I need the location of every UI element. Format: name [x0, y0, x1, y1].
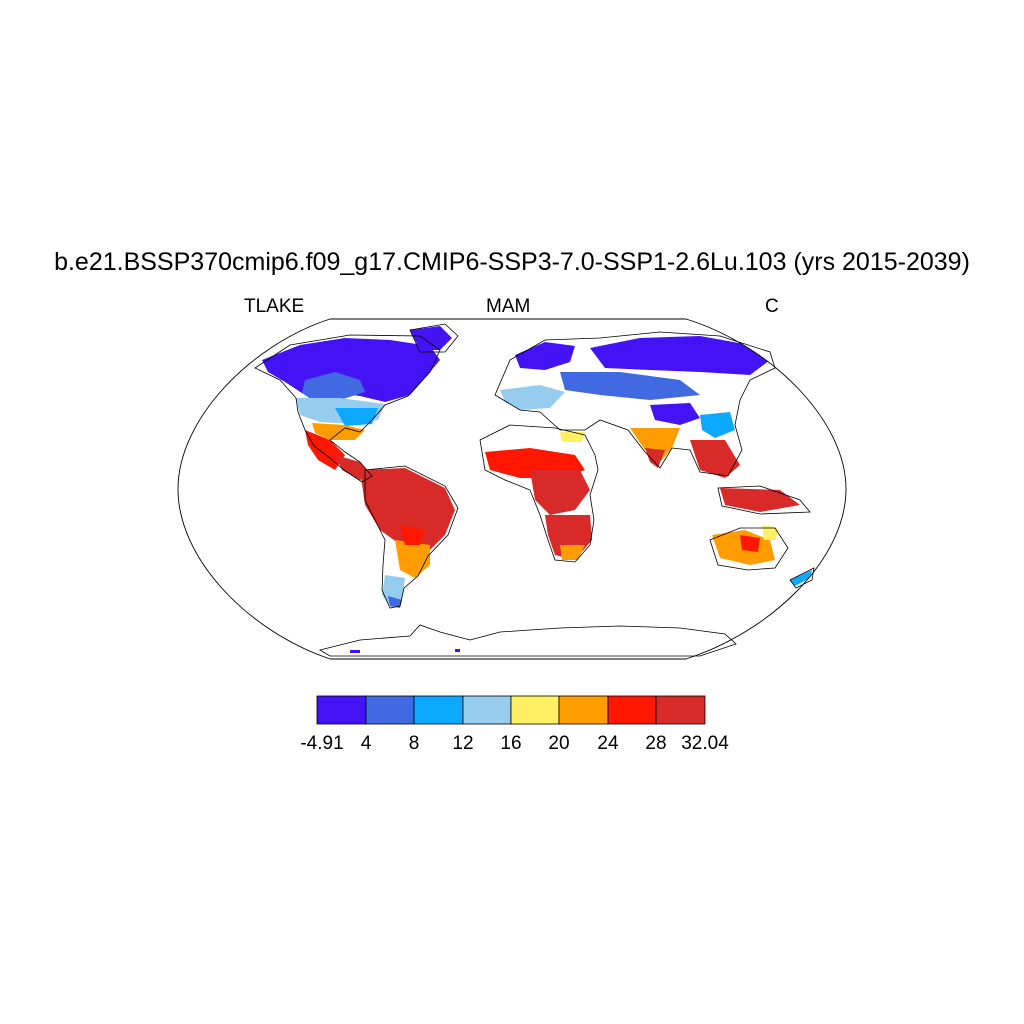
coast-indonesia — [717, 485, 811, 515]
colorbar-box-5 — [510, 695, 560, 725]
field-sa-red — [400, 525, 425, 545]
colorbar-box-4 — [462, 695, 512, 725]
map-border — [177, 318, 847, 660]
field-india — [630, 428, 680, 462]
field-europe — [500, 385, 565, 410]
field-antarctic-speck-1 — [350, 650, 360, 653]
coastlines — [254, 323, 815, 657]
field-indonesia — [720, 488, 800, 512]
field-new-zealand — [790, 570, 812, 586]
plot-title: b.e21.BSSP370cmip6.f09_g17.CMIP6-SSP3-7.… — [54, 248, 970, 276]
colorbar-label-6: 20 — [548, 733, 570, 754]
colorbar-box-2 — [365, 695, 415, 725]
field-central-asia — [560, 372, 700, 400]
field-canada-mid — [302, 372, 365, 402]
colorbar-box-7 — [607, 695, 657, 725]
field-central-africa — [530, 470, 590, 515]
field-southern-africa-orange — [560, 545, 585, 560]
field-australia-red — [740, 535, 760, 552]
colorbar-label-2: 4 — [360, 733, 372, 754]
field-se-asia — [690, 440, 740, 478]
field-sa-south — [395, 540, 430, 578]
coast-new-zealand — [789, 567, 815, 589]
field-patagonia-tip — [388, 596, 402, 608]
field-india-south — [645, 448, 665, 468]
season-label: MAM — [486, 296, 531, 317]
field-antarctic-speck-2 — [455, 649, 460, 652]
field-amazon — [360, 468, 455, 555]
colorbar-label-3: 8 — [408, 733, 420, 754]
coast-australia — [709, 527, 789, 571]
field-china-east — [700, 412, 735, 438]
colorbar-label-1: -4.91 — [300, 733, 344, 754]
coast-greenland — [409, 323, 459, 353]
field-australia-yellow — [762, 525, 778, 540]
coast-eurasia — [494, 331, 776, 477]
coast-antarctica — [318, 624, 737, 657]
colorbar-box-3 — [413, 695, 464, 725]
field-gulf — [312, 423, 365, 440]
colorbar-label-8: 28 — [645, 733, 667, 754]
colorbar-label-7: 24 — [597, 733, 619, 754]
field-siberia — [590, 336, 770, 375]
colorbar-box-6 — [558, 695, 609, 725]
colorbar-label-5: 16 — [500, 733, 522, 754]
field-scandinavia — [515, 342, 575, 370]
coast-south-america — [364, 465, 459, 609]
field-tibet — [650, 403, 700, 425]
coast-africa — [479, 424, 599, 563]
field-mexico — [305, 430, 345, 470]
units-label: C — [765, 296, 779, 317]
colorbar — [316, 695, 706, 725]
field-greenland-edge — [410, 326, 452, 350]
colorbar-box-8 — [655, 695, 706, 725]
field-us-mid — [335, 408, 378, 426]
variable-label: TLAKE — [244, 296, 305, 317]
field-north-africa-edge — [560, 432, 585, 442]
colorbar-label-9: 32.04 — [681, 733, 729, 754]
coast-north-america — [254, 334, 441, 483]
colorbar-box-1 — [316, 695, 367, 725]
colorbar-label-4: 12 — [452, 733, 474, 754]
map-field-layer — [262, 326, 812, 653]
